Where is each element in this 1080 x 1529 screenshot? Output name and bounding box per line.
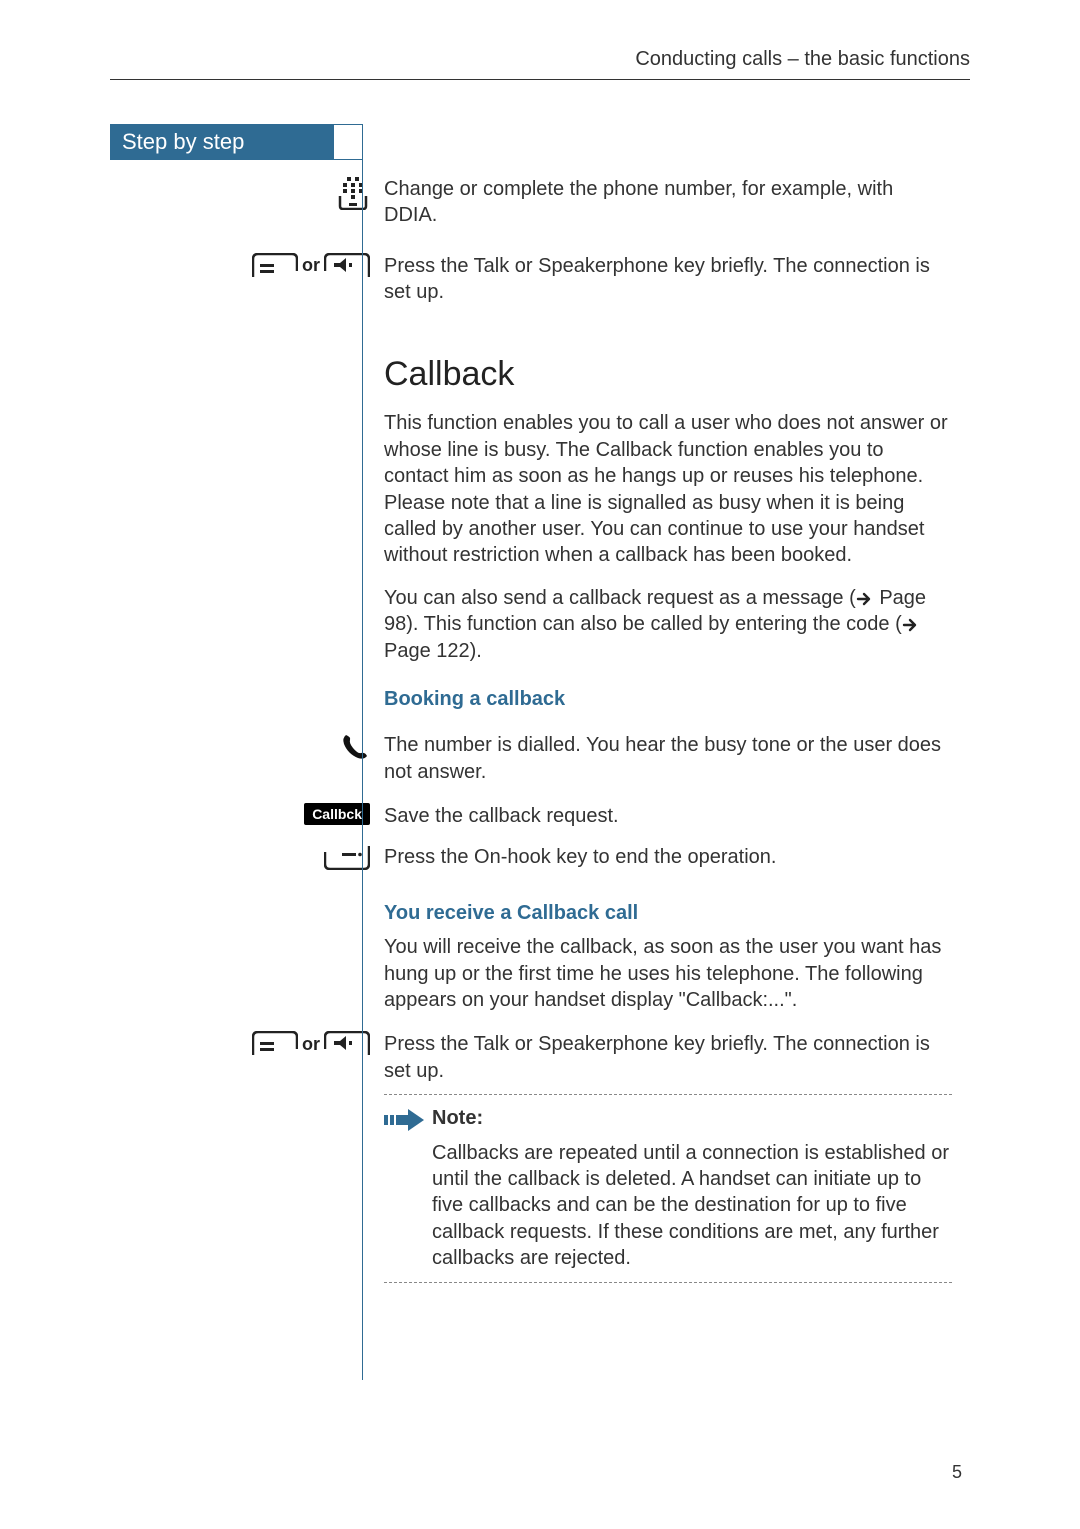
note-sep-top [384,1094,952,1095]
arrow-inline-1 [856,591,874,607]
talk-key-icon-2 [252,1031,298,1057]
talk-key-icon [252,253,298,279]
note-title: Note: [432,1105,952,1131]
receive-text: You will receive the callback, as soon a… [384,934,952,1013]
note-text: Callbacks are repeated until a connectio… [432,1140,952,1272]
receive-callback-heading: You receive a Callback call [384,900,952,926]
onhook-text: Press the On-hook key to end the operati… [384,846,776,868]
or-label-1: or [302,255,320,276]
row1-text: Change or complete the phone number, for… [384,178,893,226]
booking-callback-heading: Booking a callback [384,686,952,712]
callbck-pill: Callbck [304,803,370,825]
callback-msg: You can also send a callback request as … [384,585,952,664]
callback-msg1: You can also send a callback request as … [384,587,856,609]
dial-text: The number is dialled. You hear the busy… [384,734,941,782]
callback-heading: Callback [384,352,952,397]
header-section-title: Conducting calls – the basic functions [635,48,970,71]
dialpad-icon [336,176,370,210]
note-arrow-icon [384,1107,426,1133]
note-sep-bottom [384,1282,952,1283]
onhook-key-icon [324,844,370,870]
callback-msg-page2: Page 122). [384,640,482,662]
step-by-step-text: Step by step [122,129,244,155]
or-label-2: or [302,1034,320,1055]
speaker-key-icon [324,253,370,279]
page-number: 5 [952,1462,962,1483]
speaker-key-icon-2 [324,1031,370,1057]
press-text: Press the Talk or Speakerphone key brief… [384,1033,930,1081]
handset-icon [340,732,370,762]
step-by-step-label: Step by step [110,124,334,160]
step-border [333,124,363,160]
arrow-inline-2 [902,617,920,633]
sidebar-vline [362,160,363,1380]
save-text: Save the callback request. [384,805,619,827]
callback-intro: This function enables you to call a user… [384,410,952,568]
row2-text: Press the Talk or Speakerphone key brief… [384,255,930,303]
